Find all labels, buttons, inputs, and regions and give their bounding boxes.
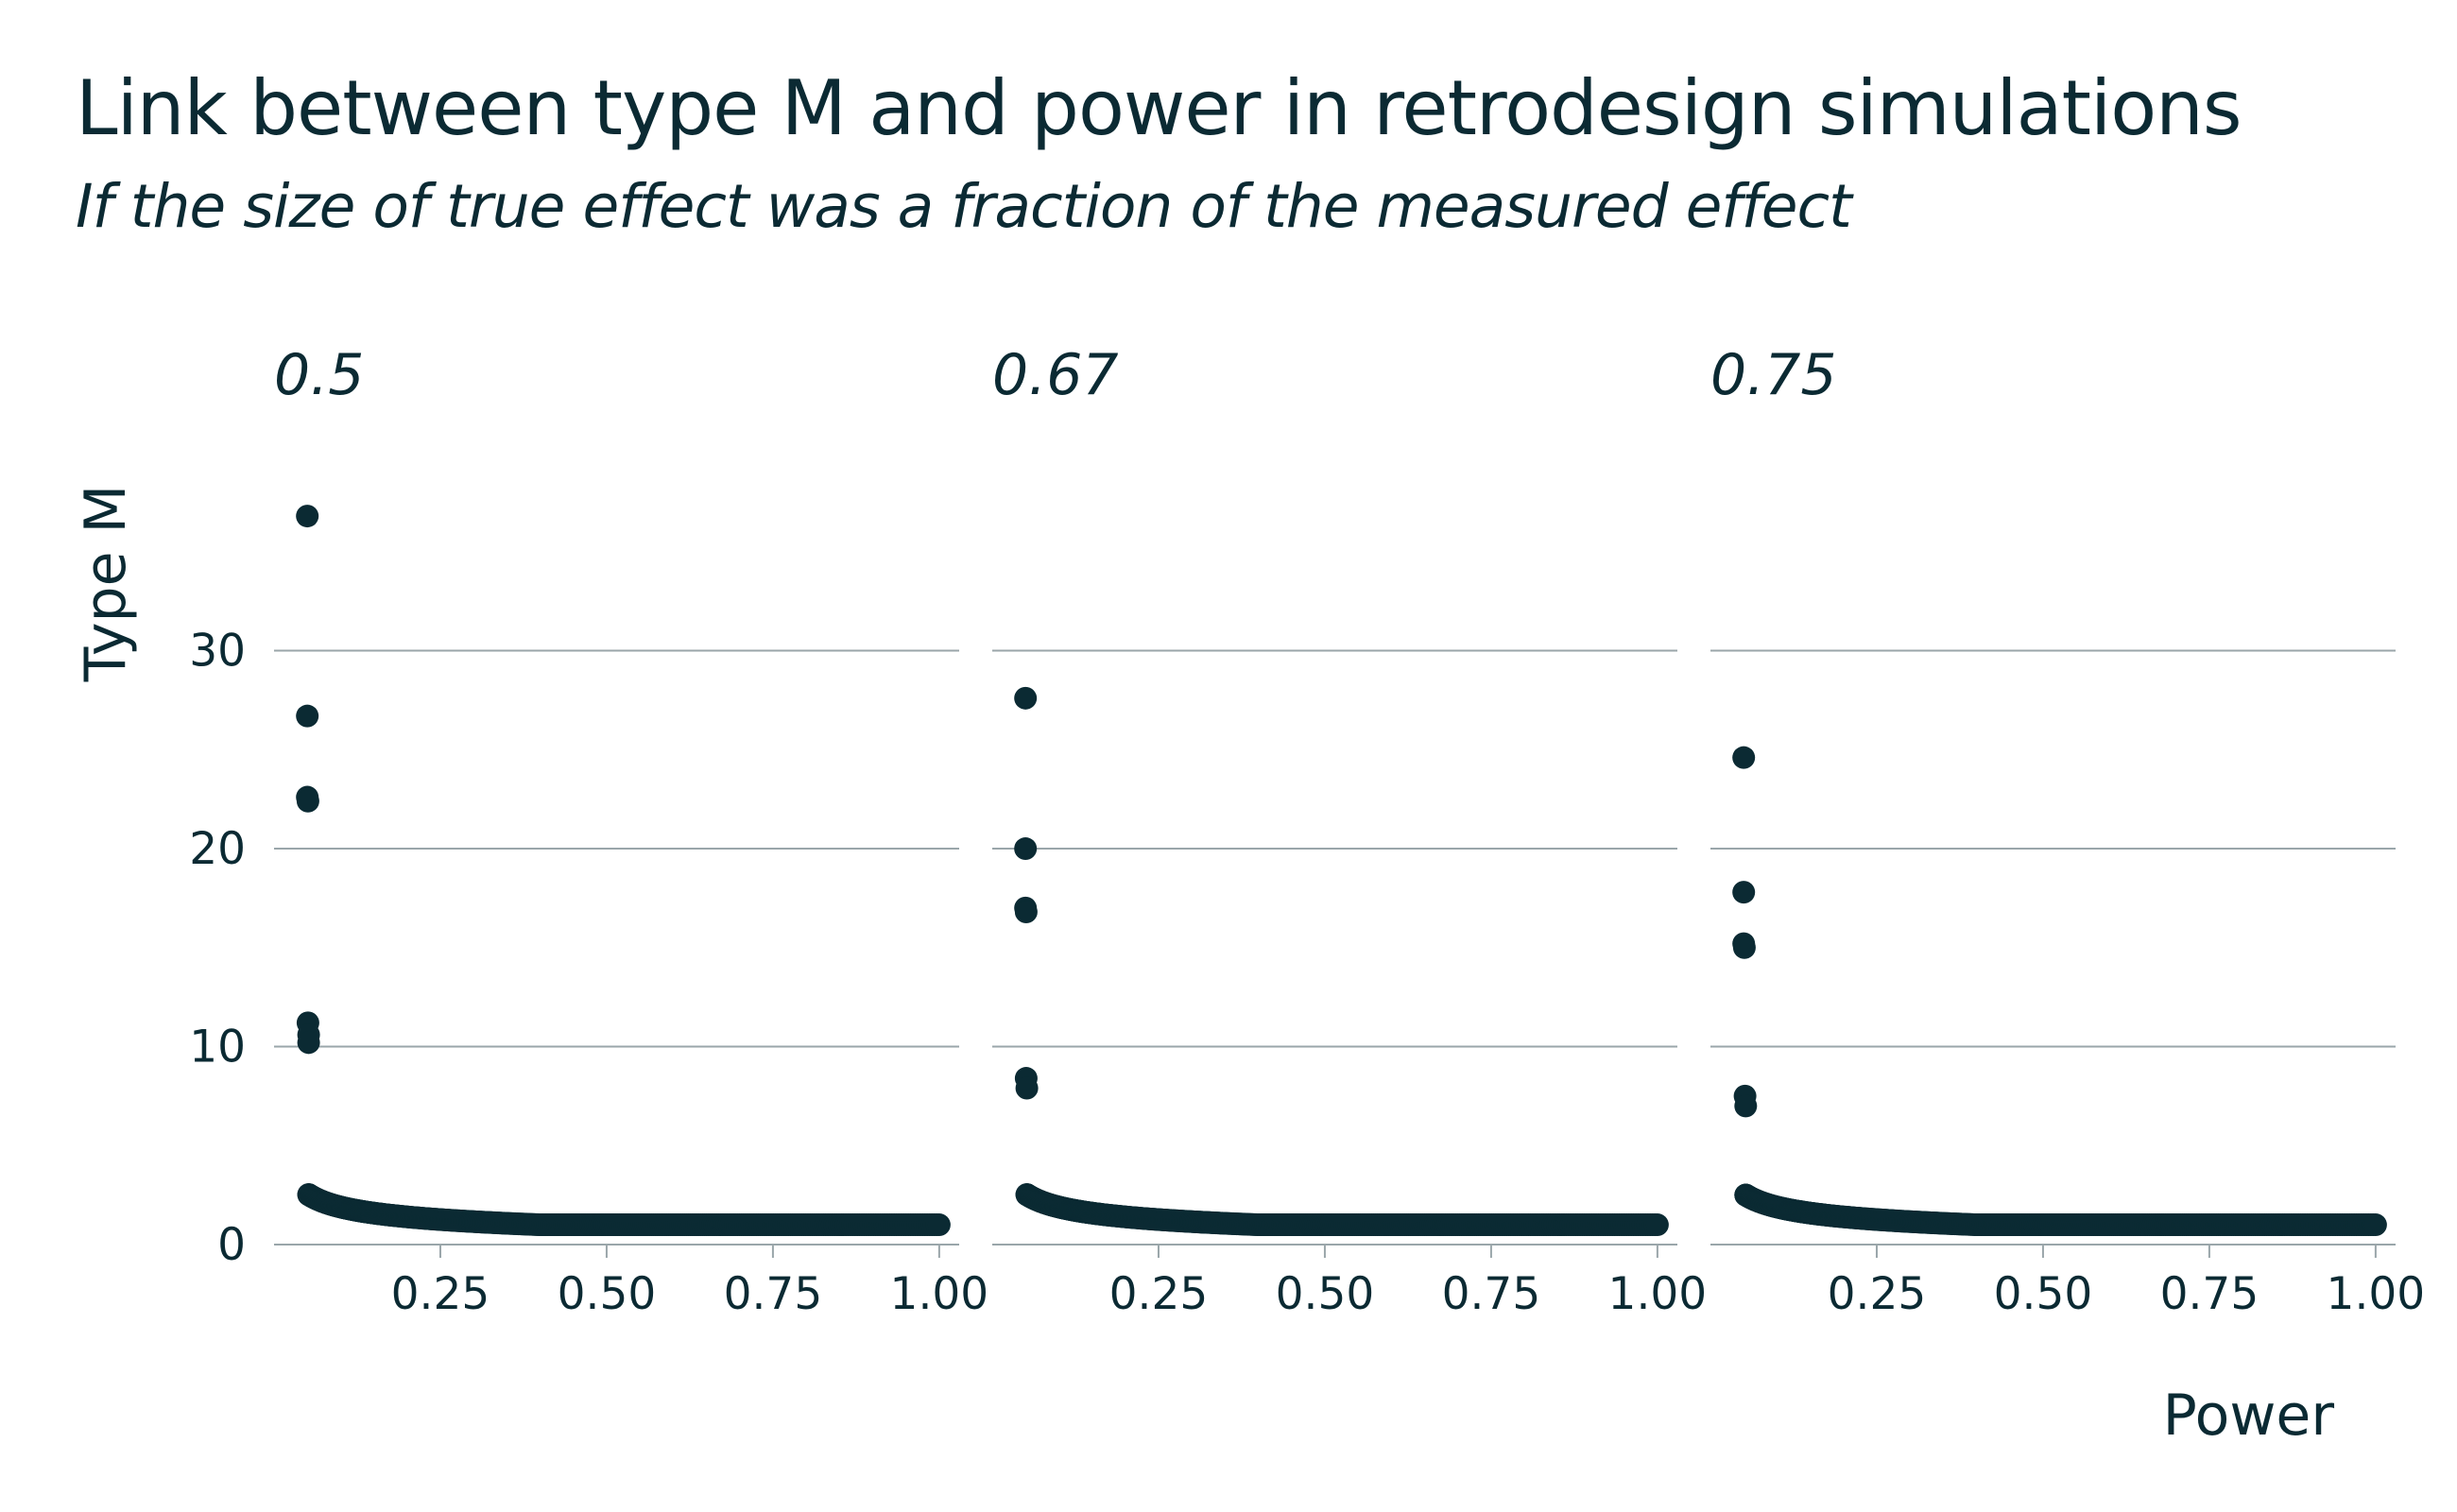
data-point bbox=[1014, 686, 1038, 710]
x-tick-label: 1.00 bbox=[1608, 1268, 1708, 1320]
data-point bbox=[1014, 901, 1038, 924]
facet-label: 0.75 bbox=[1710, 342, 1837, 408]
data-point bbox=[1732, 936, 1756, 959]
x-tick-label: 0.25 bbox=[1828, 1268, 1927, 1320]
x-tick-label: 0.50 bbox=[1994, 1268, 2093, 1320]
chart-title: Link between type M and power in retrode… bbox=[76, 64, 2242, 152]
y-tick-label: 30 bbox=[189, 626, 246, 678]
facet-label: 0.67 bbox=[992, 342, 1119, 408]
x-tick-label: 1.00 bbox=[2327, 1268, 2426, 1320]
facet-panel: 0.75 0.25 0.50 0.75 1.00 bbox=[1710, 342, 2425, 1320]
x-tick-label: 0.25 bbox=[1109, 1268, 1209, 1320]
facet-panel: 0.67 0.25 0.50 0.75 1.00 bbox=[992, 342, 1707, 1320]
y-axis-title: Type M bbox=[73, 485, 139, 683]
chart-subtitle: If the size of true effect was a fractio… bbox=[76, 172, 1852, 241]
x-tick-label: 0.50 bbox=[558, 1268, 657, 1320]
x-tick-label: 0.75 bbox=[2160, 1268, 2259, 1320]
x-tick-label: 0.25 bbox=[391, 1268, 490, 1320]
y-tick-label: 20 bbox=[189, 823, 246, 875]
x-tick-label: 0.75 bbox=[1442, 1268, 1541, 1320]
y-tick-label: 0 bbox=[217, 1219, 246, 1271]
data-point bbox=[296, 789, 319, 813]
x-tick-label: 1.00 bbox=[890, 1268, 989, 1320]
facet-label: 0.5 bbox=[274, 342, 364, 408]
data-point bbox=[297, 1031, 320, 1055]
data-point bbox=[1014, 837, 1038, 861]
x-tick-label: 0.75 bbox=[724, 1268, 823, 1320]
y-tick-label: 10 bbox=[189, 1022, 246, 1074]
data-point bbox=[1015, 1076, 1039, 1100]
data-point bbox=[296, 505, 319, 528]
data-point bbox=[1732, 881, 1756, 904]
data-point bbox=[2363, 1213, 2387, 1237]
x-tick-label: 0.50 bbox=[1276, 1268, 1375, 1320]
data-point bbox=[296, 704, 319, 728]
data-point bbox=[1645, 1213, 1669, 1237]
data-point bbox=[1734, 1094, 1758, 1118]
data-point bbox=[1732, 746, 1756, 769]
x-axis-title: Power bbox=[2163, 1383, 2335, 1449]
data-point bbox=[927, 1213, 951, 1237]
